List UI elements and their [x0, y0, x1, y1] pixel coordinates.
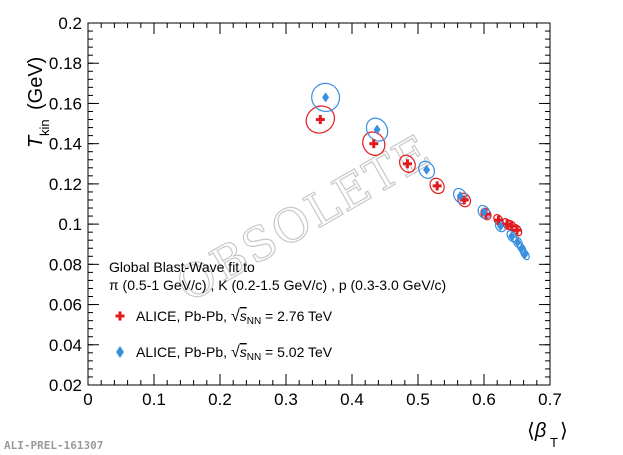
legend-marker-diamond	[116, 346, 124, 358]
data-point-502	[508, 231, 516, 242]
data-point-502	[373, 124, 381, 135]
y-axis-title: T kin (GeV)	[25, 57, 52, 148]
uncertainty-ellipse	[365, 117, 389, 142]
data-point-502	[456, 190, 464, 201]
svg-text:kin: kin	[37, 119, 52, 136]
svg-text:⟩: ⟩	[560, 420, 568, 442]
data-point-502	[518, 243, 526, 254]
uncertainty-ellipse	[429, 177, 445, 195]
y-tick-label: 0.08	[49, 255, 82, 274]
legend-title-line2: π (0.5-1 GeV/c) , K (0.2-1.5 GeV/c) , p …	[109, 277, 446, 293]
legend-title-line1: Global Blast-Wave fit to	[109, 259, 255, 275]
x-axis: 0 0.1 0.2 0.3 0.4 0.5 0.6 0.7	[83, 23, 562, 409]
legend-entry-502: ALICE, Pb-Pb, √sNN = 5.02 TeV	[116, 344, 333, 363]
uncertainty-ellipse	[477, 204, 491, 220]
y-tick-label: 0.02	[49, 376, 82, 395]
data-markers	[315, 92, 529, 260]
svg-text:⟨β: ⟨β	[527, 420, 546, 442]
x-tick-label: 0.6	[472, 390, 496, 409]
data-point-276	[459, 195, 469, 205]
uncertainty-ellipse	[362, 131, 386, 156]
data-point-276	[494, 215, 504, 225]
uncertainty-ellipse	[305, 105, 336, 134]
x-tick-label: 0.7	[538, 390, 562, 409]
x-tick-label: 0.5	[406, 390, 430, 409]
x-tick-label: 0.3	[274, 390, 298, 409]
svg-text:T: T	[25, 134, 47, 148]
data-point-276	[507, 221, 517, 231]
x-tick-label: 0.4	[340, 390, 364, 409]
y-tick-label: 0.06	[49, 296, 82, 315]
y-tick-label: 0.12	[49, 175, 82, 194]
svg-text:(GeV): (GeV)	[25, 57, 47, 110]
uncertainty-ellipse	[311, 82, 341, 113]
data-point-276	[432, 181, 442, 191]
data-point-276	[502, 219, 512, 229]
data-point-276	[402, 159, 412, 169]
y-tick-label: 0.2	[58, 14, 82, 33]
data-point-276	[512, 225, 522, 235]
svg-text:T: T	[550, 435, 558, 450]
data-point-502	[514, 237, 522, 248]
uncertainty-ellipse	[399, 154, 416, 173]
y-tick-label: 0.1	[58, 215, 82, 234]
legend-entry-276: ALICE, Pb-Pb, √sNN = 2.76 TeV	[115, 308, 333, 327]
x-tick-label: 0.1	[142, 390, 166, 409]
x-axis-title: ⟨β T ⟩	[527, 420, 568, 450]
x-tick-label: 0.2	[208, 390, 232, 409]
legend: Global Blast-Wave fit to π (0.5-1 GeV/c)…	[109, 259, 446, 363]
y-tick-label: 0.04	[49, 336, 82, 355]
x-tick-label: 0	[83, 390, 92, 409]
data-point-502	[480, 207, 488, 218]
legend-label-276: ALICE, Pb-Pb, √sNN = 2.76 TeV	[136, 308, 333, 327]
legend-marker-cross	[115, 311, 125, 321]
y-tick-label: 0.14	[49, 135, 82, 154]
y-tick-label: 0.16	[49, 94, 82, 113]
data-point-276	[315, 115, 325, 125]
data-point-502	[521, 249, 529, 260]
legend-label-502: ALICE, Pb-Pb, √sNN = 5.02 TeV	[136, 344, 333, 363]
y-tick-label: 0.18	[49, 54, 82, 73]
data-point-502	[497, 221, 504, 232]
y-axis: 0.02 0.04 0.06 0.08 0.1 0.12 0.14 0.16 0.18 0.2	[49, 14, 550, 395]
uncertainty-ellipse	[418, 160, 436, 179]
plot-frame	[87, 22, 551, 386]
preliminary-id: ALI-PREL-161307	[4, 439, 103, 452]
data-point-502	[322, 92, 330, 103]
data-point-502	[423, 164, 431, 175]
data-point-276	[369, 139, 379, 149]
